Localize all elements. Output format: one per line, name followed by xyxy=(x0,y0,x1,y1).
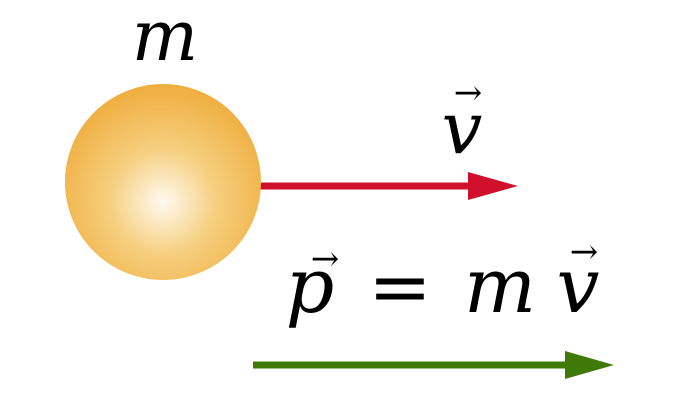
equation-velocity-arrow-icon: → xyxy=(570,232,599,272)
velocity-arrow xyxy=(250,172,518,200)
momentum-equation: p → = m v → xyxy=(286,232,600,331)
velocity-symbol: v xyxy=(442,86,483,170)
velocity-label: v → xyxy=(442,73,483,170)
velocity-vector-arrow-icon: → xyxy=(454,73,483,113)
momentum-arrowhead xyxy=(565,351,614,379)
momentum-symbol: p xyxy=(286,241,335,330)
equals-sign: = xyxy=(368,242,432,331)
mass-label: m xyxy=(132,0,198,77)
velocity-arrowhead xyxy=(468,172,518,200)
mass-ball-sphere-icon xyxy=(65,84,261,280)
equation-mass: m xyxy=(464,241,536,330)
momentum-vector-arrow-icon: → xyxy=(311,239,340,279)
momentum-arrow xyxy=(253,351,614,379)
equation-velocity: v xyxy=(557,241,600,330)
